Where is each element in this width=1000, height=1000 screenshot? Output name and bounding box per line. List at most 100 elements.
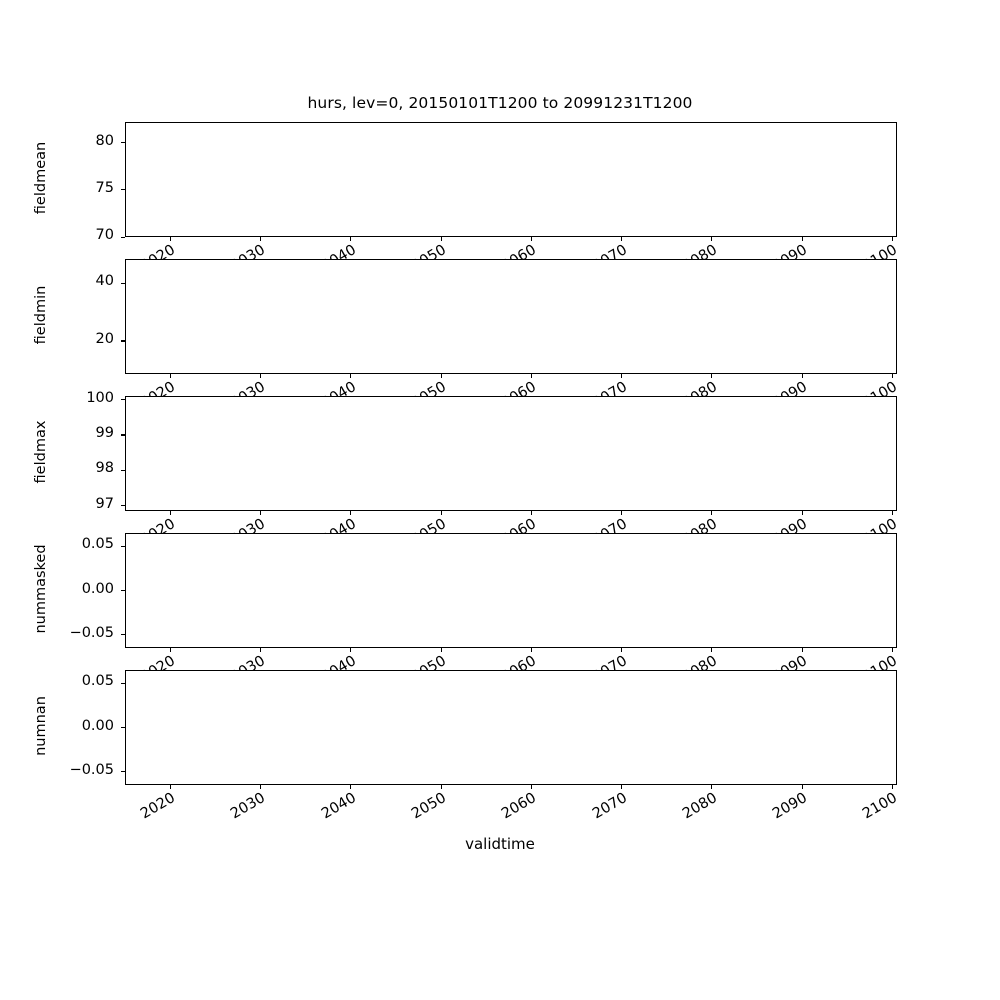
y-tick-label: 0.00 <box>81 717 114 734</box>
subplot-fieldmean <box>125 122 897 237</box>
y-tick-label: 20 <box>95 330 114 347</box>
y-tick-mark <box>120 236 125 238</box>
x-tick-mark <box>801 785 803 790</box>
x-tick-label: 2060 <box>499 653 540 670</box>
y-tick-label: 97 <box>95 495 114 512</box>
x-tick-mark <box>350 648 352 653</box>
x-tick-mark <box>711 511 713 516</box>
x-tick-label: 2070 <box>589 379 630 396</box>
x-tick-label: 2020 <box>138 790 179 823</box>
y-tick-mark <box>120 399 125 401</box>
subplot-fieldmin <box>125 259 897 374</box>
x-tick-label: 2070 <box>589 653 630 670</box>
figure-title: hurs, lev=0, 20150101T1200 to 20991231T1… <box>307 94 693 112</box>
x-tick-label: 2090 <box>770 242 811 259</box>
x-tick-mark <box>621 648 623 653</box>
y-tick-mark <box>120 469 125 471</box>
data-line-fieldmax <box>133 397 893 499</box>
x-tick-mark <box>530 511 532 516</box>
x-tick-label: 2060 <box>499 242 540 259</box>
x-tick-mark <box>530 374 532 379</box>
x-tick-label: 2070 <box>589 516 630 533</box>
x-tick-label: 2050 <box>409 242 450 259</box>
x-tick-mark <box>169 785 171 790</box>
x-tick-label: 2100 <box>860 790 901 823</box>
x-tick-label: 2030 <box>228 242 269 259</box>
data-line-nummasked <box>134 590 893 591</box>
x-tick-mark <box>169 374 171 379</box>
x-tick-mark <box>440 785 442 790</box>
x-tick-label: 2070 <box>589 242 630 259</box>
y-tick-label: −0.05 <box>69 761 114 778</box>
x-tick-mark <box>350 237 352 242</box>
x-tick-mark <box>440 374 442 379</box>
x-tick-mark <box>169 648 171 653</box>
x-tick-label-row: 2020 2030 2040 2050 2060 2070 2080 2090 2100 <box>0 513 1000 533</box>
y-tick-label: 100 <box>86 389 114 406</box>
y-tick-mark <box>120 771 125 773</box>
y-tick-label: 80 <box>95 132 114 149</box>
x-tick-label: 2060 <box>499 379 540 396</box>
y-tick-mark <box>120 590 125 592</box>
x-tick-mark <box>711 785 713 790</box>
x-tick-label: 2090 <box>770 379 811 396</box>
x-tick-mark <box>259 648 262 653</box>
x-tick-label: 2040 <box>318 516 359 533</box>
x-tick-label-row: 2020 2030 2040 2050 2060 2070 2080 2090 2100 <box>0 650 1000 670</box>
x-tick-mark <box>350 374 352 379</box>
y-tick-mark <box>120 505 125 507</box>
x-tick-mark <box>350 511 352 516</box>
y-tick-mark <box>120 634 125 636</box>
y-axis-label-numnan: numnan <box>33 695 49 756</box>
x-tick-label: 2020 <box>138 516 179 533</box>
x-tick-label: 2070 <box>589 790 630 823</box>
x-tick-mark <box>801 648 803 653</box>
x-tick-label: 2030 <box>228 516 269 533</box>
y-tick-mark <box>120 340 125 342</box>
subplot-nummasked <box>125 533 897 648</box>
x-tick-label: 2020 <box>138 242 179 259</box>
y-tick-mark <box>120 142 125 144</box>
x-tick-mark <box>711 374 713 379</box>
x-tick-mark <box>169 237 171 242</box>
x-tick-mark <box>621 237 623 242</box>
x-tick-mark <box>259 237 262 242</box>
x-tick-label: 2100 <box>860 653 901 670</box>
x-tick-mark <box>891 237 894 242</box>
x-tick-label: 2080 <box>679 790 720 823</box>
x-tick-mark <box>350 785 352 790</box>
x-tick-label: 2100 <box>860 242 901 259</box>
y-tick-label: 0.00 <box>81 580 114 597</box>
x-tick-mark <box>891 785 894 790</box>
subplot-numnan <box>125 670 897 785</box>
x-tick-label: 2040 <box>318 653 359 670</box>
y-tick-label: 98 <box>95 460 114 477</box>
x-tick-label: 2020 <box>138 379 179 396</box>
data-line-fieldmin <box>133 276 893 372</box>
x-tick-mark <box>801 237 803 242</box>
x-tick-label: 2030 <box>228 653 269 670</box>
x-tick-mark <box>440 237 442 242</box>
y-tick-label: −0.05 <box>69 624 114 641</box>
x-tick-mark <box>621 511 623 516</box>
x-tick-mark <box>530 648 532 653</box>
y-tick-label: 70 <box>95 227 114 243</box>
x-tick-mark <box>801 374 803 379</box>
x-tick-mark <box>891 511 894 516</box>
y-tick-label: 75 <box>95 179 114 196</box>
x-tick-label: 2080 <box>679 653 720 670</box>
x-tick-label: 2050 <box>409 653 450 670</box>
y-tick-mark <box>120 434 125 436</box>
x-tick-label: 2040 <box>318 379 359 396</box>
y-tick-label: 99 <box>95 424 114 441</box>
x-tick-label: 2060 <box>499 790 540 823</box>
y-tick-label: 40 <box>95 273 114 290</box>
x-tick-label: 2050 <box>409 790 450 823</box>
x-tick-mark <box>711 237 713 242</box>
x-tick-label: 2060 <box>499 516 540 533</box>
x-tick-mark <box>259 374 262 379</box>
x-tick-label: 2090 <box>770 653 811 670</box>
x-tick-label: 2020 <box>138 653 179 670</box>
x-tick-label: 2080 <box>679 379 720 396</box>
